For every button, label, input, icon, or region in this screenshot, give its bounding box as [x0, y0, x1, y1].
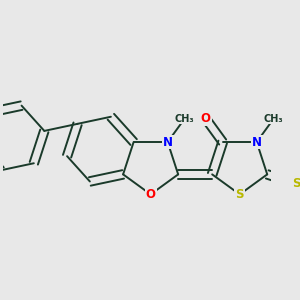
Text: CH₃: CH₃: [175, 114, 194, 124]
Text: S: S: [292, 177, 300, 190]
Text: N: N: [163, 136, 172, 148]
Text: O: O: [146, 188, 156, 201]
Text: CH₃: CH₃: [264, 114, 284, 124]
Text: S: S: [236, 188, 244, 201]
Text: N: N: [252, 136, 262, 148]
Text: O: O: [201, 112, 211, 125]
